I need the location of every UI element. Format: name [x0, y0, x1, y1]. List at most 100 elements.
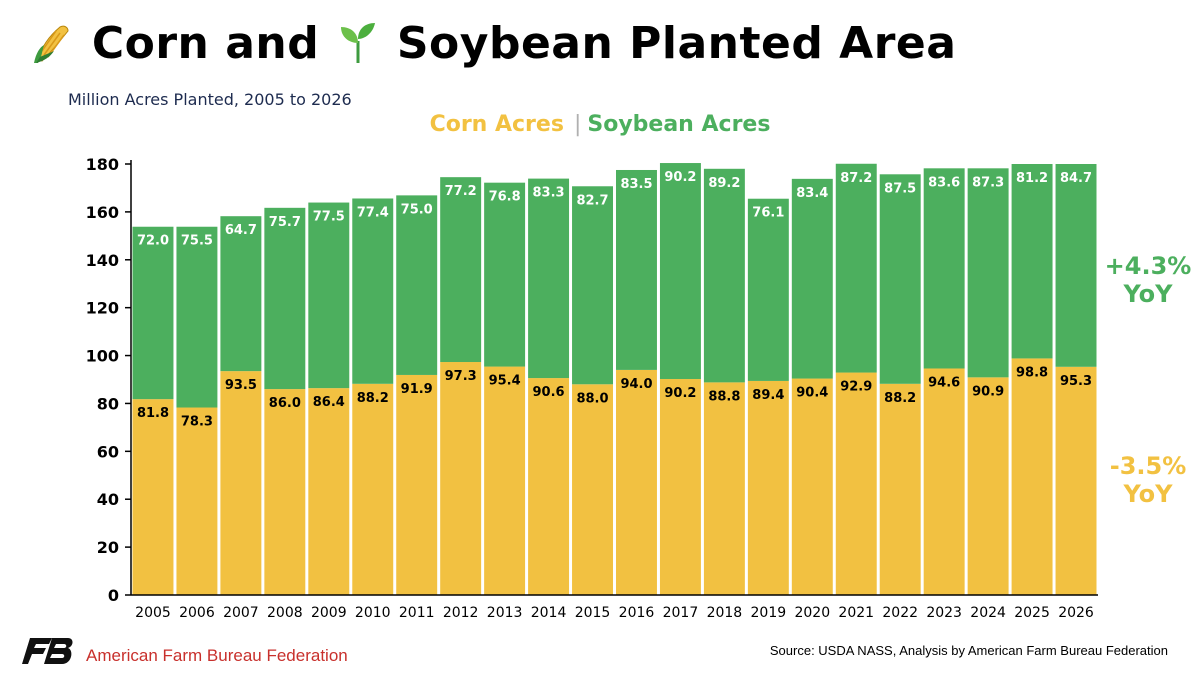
soy-value-label: 83.5 [620, 177, 652, 192]
soy-value-label: 83.3 [533, 186, 565, 201]
x-tick-label: 2007 [223, 605, 259, 621]
x-tick-label: 2019 [751, 605, 787, 621]
soy-value-label: 84.7 [1060, 171, 1092, 186]
soy-value-label: 90.2 [664, 170, 696, 185]
corn-bar-2023 [923, 368, 965, 595]
y-tick-label: 140 [86, 251, 119, 270]
corn-bar-2013 [484, 366, 526, 595]
soy-value-label: 81.2 [1016, 171, 1048, 186]
x-tick-label: 2017 [663, 605, 699, 621]
corn-value-label: 95.4 [489, 374, 521, 389]
y-tick-label: 180 [86, 155, 119, 174]
seedling-icon [335, 19, 381, 65]
soy-value-label: 75.0 [401, 202, 433, 217]
soy-value-label: 77.5 [313, 210, 345, 225]
corn-value-label: 88.0 [576, 391, 608, 406]
soy-value-label: 82.7 [576, 193, 608, 208]
x-tick-label: 2020 [794, 605, 830, 621]
corn-bar-2024 [967, 377, 1009, 595]
x-tick-label: 2026 [1058, 605, 1094, 621]
x-tick-label: 2016 [619, 605, 655, 621]
legend-corn: Corn Acres [429, 112, 564, 137]
corn-bar-2015 [572, 384, 613, 595]
soy-yoy-annotation: +4.3% YoY [1093, 252, 1200, 308]
soy-value-label: 83.4 [796, 186, 828, 201]
corn-bar-2005 [132, 399, 174, 595]
soy-yoy-change: +4.3% [1104, 252, 1192, 280]
x-tick-label: 2008 [267, 605, 303, 621]
y-tick-label: 20 [97, 538, 119, 557]
soy-value-label: 75.5 [181, 234, 213, 249]
chart-legend: Corn Acres | Soybean Acres [0, 112, 1200, 137]
corn-bar-2026 [1055, 366, 1097, 595]
soy-bar-2015 [572, 186, 613, 385]
soy-bar-2019 [747, 198, 789, 381]
soy-bar-2022 [879, 174, 921, 384]
corn-bar-2020 [791, 378, 833, 595]
corn-bar-2009 [308, 388, 350, 595]
corn-value-label: 90.9 [972, 384, 1004, 399]
y-tick-label: 40 [97, 490, 119, 509]
y-tick-label: 100 [86, 347, 119, 366]
soy-bar-2021 [835, 163, 877, 373]
legend-soy: Soybean Acres [587, 112, 771, 137]
afbf-logo-icon [22, 636, 74, 666]
x-tick-label: 2012 [443, 605, 479, 621]
corn-bar-2021 [835, 372, 877, 595]
x-tick-label: 2018 [707, 605, 743, 621]
corn-value-label: 81.8 [137, 406, 169, 421]
corn-bar-2018 [703, 382, 745, 595]
x-tick-label: 2006 [179, 605, 215, 621]
x-tick-label: 2011 [399, 605, 435, 621]
corn-bar-2025 [1011, 358, 1053, 595]
corn-icon [30, 19, 76, 65]
corn-bar-2007 [220, 371, 262, 595]
soy-bar-2010 [352, 198, 394, 384]
soy-bar-2017 [659, 163, 701, 380]
soy-bar-2023 [923, 168, 965, 369]
page-title: Corn and Soybean Planted Area [30, 18, 956, 69]
corn-bar-2012 [440, 362, 482, 595]
corn-bar-2006 [176, 407, 218, 595]
soy-bar-2016 [616, 169, 657, 370]
soy-bar-2011 [396, 195, 438, 375]
soy-bar-2006 [176, 226, 218, 408]
corn-value-label: 88.8 [708, 389, 740, 404]
corn-value-label: 88.2 [884, 391, 916, 406]
corn-value-label: 89.4 [752, 388, 784, 403]
corn-value-label: 94.6 [928, 375, 960, 390]
soy-value-label: 77.4 [357, 205, 389, 220]
soy-bar-2018 [703, 168, 745, 383]
title-text-part2: Soybean Planted Area [396, 18, 957, 69]
x-tick-label: 2013 [487, 605, 523, 621]
corn-yoy-change: -3.5% [1109, 452, 1187, 480]
soy-value-label: 75.7 [269, 215, 301, 230]
title-text-part1: Corn and [91, 18, 320, 69]
soy-value-label: 89.2 [708, 176, 740, 191]
x-tick-label: 2005 [135, 605, 171, 621]
corn-bar-2016 [616, 369, 657, 595]
corn-value-label: 97.3 [445, 369, 477, 384]
y-tick-label: 0 [108, 586, 119, 605]
x-tick-label: 2015 [575, 605, 611, 621]
soy-value-label: 76.8 [489, 190, 521, 205]
soy-bar-2008 [264, 207, 306, 390]
soy-value-label: 76.1 [752, 206, 784, 221]
y-tick-label: 80 [97, 394, 119, 413]
x-tick-label: 2021 [838, 605, 874, 621]
organization-name: American Farm Bureau Federation [86, 646, 348, 665]
corn-value-label: 86.0 [269, 396, 301, 411]
x-tick-label: 2025 [1014, 605, 1050, 621]
corn-value-label: 90.4 [796, 386, 828, 401]
corn-bar-2010 [352, 383, 394, 595]
soy-value-label: 64.7 [225, 223, 257, 238]
soy-bar-2025 [1011, 164, 1053, 359]
x-tick-label: 2014 [531, 605, 567, 621]
corn-value-label: 88.2 [357, 391, 389, 406]
corn-value-label: 91.9 [401, 382, 433, 397]
corn-value-label: 92.9 [840, 380, 872, 395]
x-tick-label: 2023 [926, 605, 962, 621]
corn-bar-2017 [659, 379, 701, 595]
legend-separator: | [573, 112, 582, 137]
